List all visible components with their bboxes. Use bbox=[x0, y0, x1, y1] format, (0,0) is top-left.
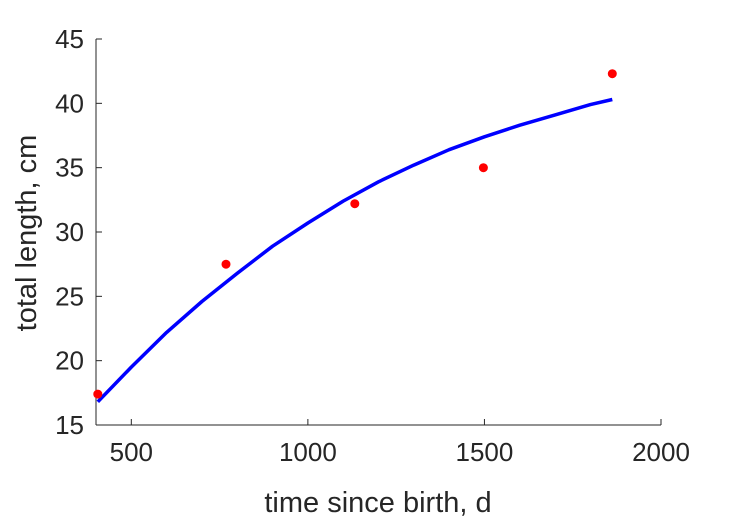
y-tick-label: 15 bbox=[55, 410, 84, 440]
y-tick-label: 40 bbox=[55, 88, 84, 118]
x-axis-label: time since birth, d bbox=[264, 487, 491, 519]
y-tick-label: 30 bbox=[55, 217, 84, 247]
x-tick-label: 1500 bbox=[456, 437, 514, 467]
fit-curve-line bbox=[96, 97, 613, 404]
y-tick-label: 45 bbox=[55, 24, 84, 54]
data-point bbox=[478, 163, 488, 173]
y-ticks: 15 20 25 30 35 40 45 bbox=[55, 24, 102, 440]
data-point bbox=[221, 259, 231, 269]
y-tick-label: 20 bbox=[55, 346, 84, 376]
y-tick-label: 35 bbox=[55, 153, 84, 183]
y-axis-label: total length, cm bbox=[11, 135, 43, 332]
x-tick-label: 1000 bbox=[279, 437, 337, 467]
x-tick-label: 2000 bbox=[632, 437, 690, 467]
x-ticks: 500 1000 1500 2000 bbox=[110, 419, 690, 467]
y-tick-label: 25 bbox=[55, 281, 84, 311]
data-point bbox=[350, 199, 360, 209]
data-point bbox=[607, 69, 617, 79]
x-tick-label: 500 bbox=[110, 437, 153, 467]
data-point bbox=[93, 389, 103, 399]
series-layer bbox=[93, 69, 617, 404]
